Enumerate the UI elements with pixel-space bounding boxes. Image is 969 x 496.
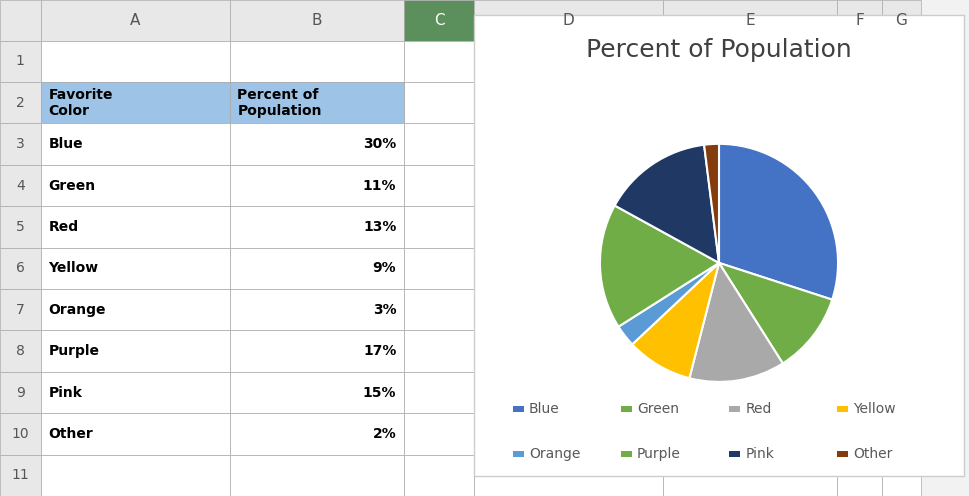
Wedge shape: [600, 205, 719, 327]
Text: 7: 7: [16, 303, 25, 317]
Text: Blue: Blue: [529, 402, 560, 416]
Wedge shape: [704, 144, 719, 263]
Text: 6: 6: [16, 261, 25, 275]
Text: 9: 9: [16, 385, 25, 399]
Text: Yellow: Yellow: [48, 261, 99, 275]
Text: Green: Green: [637, 402, 679, 416]
Text: 2: 2: [16, 96, 25, 110]
Text: 3: 3: [16, 137, 25, 151]
Text: 10: 10: [12, 427, 29, 441]
Text: G: G: [895, 13, 907, 28]
Text: Red: Red: [48, 220, 78, 234]
Text: Purple: Purple: [48, 344, 100, 358]
Wedge shape: [689, 263, 783, 382]
Text: Percent of Population: Percent of Population: [586, 38, 852, 62]
Text: Pink: Pink: [745, 447, 774, 461]
Text: Red: Red: [745, 402, 771, 416]
Text: 5: 5: [16, 220, 25, 234]
Text: Favorite
Color: Favorite Color: [48, 88, 113, 118]
Text: 1: 1: [16, 55, 25, 68]
Text: Green: Green: [48, 179, 96, 192]
Wedge shape: [618, 263, 719, 344]
Text: Yellow: Yellow: [853, 402, 895, 416]
Text: E: E: [745, 13, 755, 28]
Text: 11%: 11%: [362, 179, 396, 192]
Text: Other: Other: [48, 427, 93, 441]
Text: 8: 8: [16, 344, 25, 358]
Text: 11: 11: [12, 468, 29, 482]
Text: Purple: Purple: [637, 447, 681, 461]
Text: 30%: 30%: [363, 137, 396, 151]
Text: Orange: Orange: [48, 303, 106, 317]
Text: F: F: [855, 13, 864, 28]
Text: 15%: 15%: [362, 385, 396, 399]
Text: C: C: [434, 13, 444, 28]
Text: 3%: 3%: [373, 303, 396, 317]
Wedge shape: [632, 263, 719, 378]
Wedge shape: [719, 144, 838, 300]
Text: 13%: 13%: [363, 220, 396, 234]
Text: D: D: [562, 13, 575, 28]
Text: 2%: 2%: [372, 427, 396, 441]
Text: 17%: 17%: [363, 344, 396, 358]
Text: 4: 4: [16, 179, 25, 192]
Text: 9%: 9%: [373, 261, 396, 275]
Text: Pink: Pink: [48, 385, 82, 399]
Text: B: B: [312, 13, 322, 28]
Wedge shape: [719, 263, 832, 364]
Wedge shape: [614, 145, 719, 263]
Text: Blue: Blue: [48, 137, 83, 151]
Text: Other: Other: [853, 447, 892, 461]
Text: Percent of
Population: Percent of Population: [237, 88, 322, 118]
Text: Orange: Orange: [529, 447, 580, 461]
Text: A: A: [130, 13, 141, 28]
